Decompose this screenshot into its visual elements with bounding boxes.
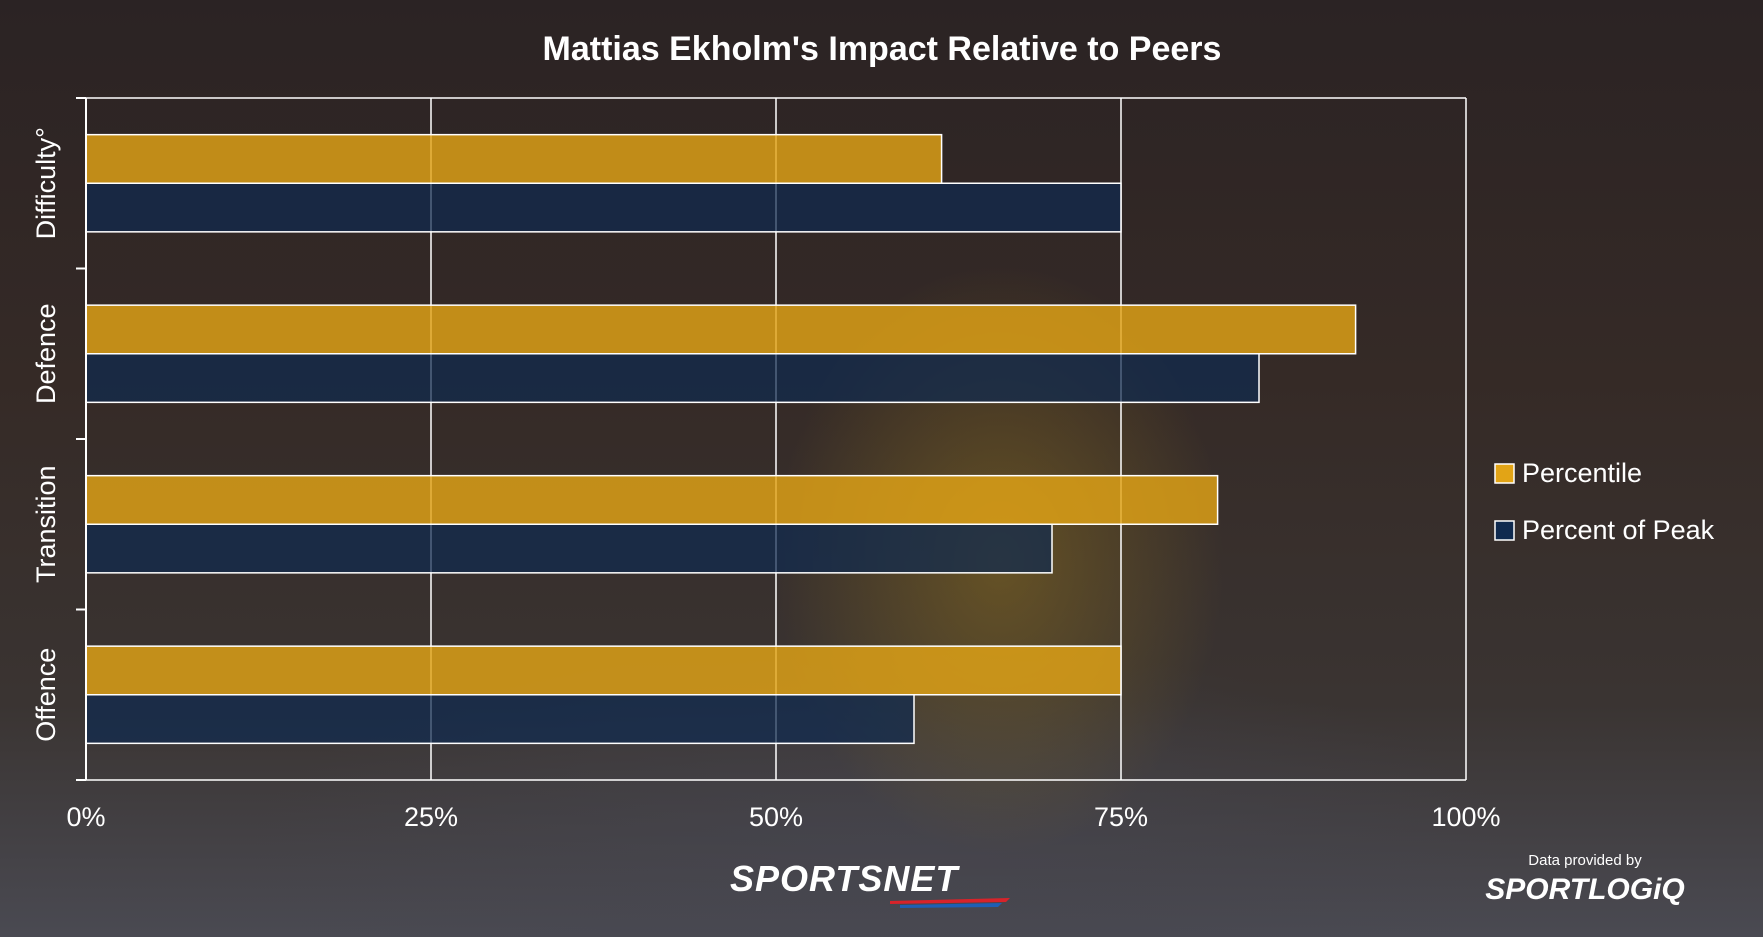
chart-title: Mattias Ekholm's Impact Relative to Peer… (543, 30, 1222, 68)
bar-percentile (85, 474, 1219, 525)
x-tick-label: 100% (1431, 802, 1500, 832)
bar-percent-of-peak (85, 694, 915, 745)
bar-percentile (85, 304, 1357, 355)
x-tick-label: 75% (1094, 802, 1148, 832)
sportlogiq-logo: SPORTLOGiQ (1485, 873, 1685, 906)
category-label: Offence (31, 648, 61, 742)
legend-swatch (1494, 463, 1515, 484)
sportsnet-logo: SPORTSNET (730, 858, 1050, 908)
x-tick-label: 25% (404, 802, 458, 832)
legend-label: Percentile (1522, 458, 1642, 488)
sportsnet-swoosh-icon (890, 898, 1010, 908)
bar-percent-of-peak (85, 353, 1260, 404)
sportsnet-wordmark: SPORTSNET (730, 858, 959, 899)
axis-layer: 0% 25% 50% 75% 100% Difficulty° Defence Transit… (31, 97, 1501, 832)
x-tick-label: 50% (749, 802, 803, 832)
bar-percent-of-peak (85, 182, 1122, 233)
bar-percentile (85, 645, 1122, 696)
bar-percentile (85, 133, 943, 184)
bar-percent-of-peak (85, 523, 1053, 574)
category-label: Difficulty° (31, 127, 61, 239)
bars-layer (85, 133, 1357, 745)
legend-label: Percent of Peak (1522, 515, 1715, 545)
category-label: Defence (31, 303, 61, 404)
legend: Percentile Percent of Peak (1494, 458, 1715, 545)
data-credit-text: Data provided by (1528, 852, 1642, 869)
x-tick-label: 0% (66, 802, 105, 832)
sportlogiq-credit: Data provided by SPORTLOGiQ (1480, 852, 1690, 922)
legend-swatch (1494, 520, 1515, 541)
category-label: Transition (31, 465, 61, 583)
